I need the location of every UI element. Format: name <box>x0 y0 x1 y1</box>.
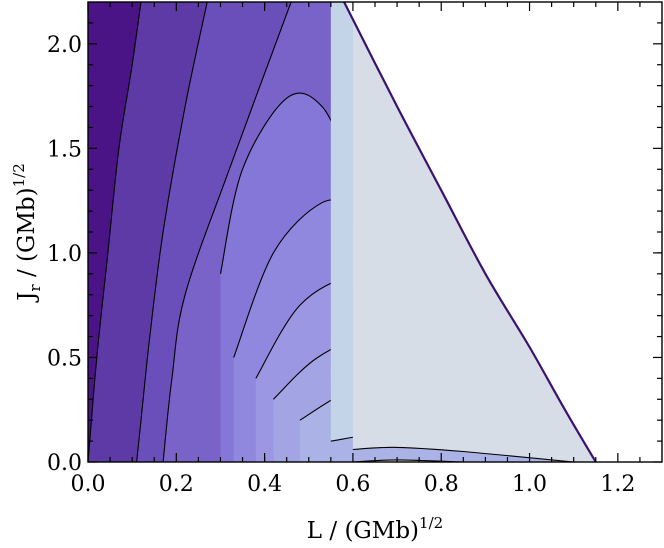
contour-line-2 <box>136 2 208 462</box>
contour-line-1 <box>88 2 142 462</box>
x-tick-label: 0.6 <box>335 472 370 497</box>
x-tick-label: 1.2 <box>600 472 635 497</box>
y-tick-label: 1.0 <box>47 242 82 267</box>
boundary-line <box>343 2 597 462</box>
y-tick-label: 1.5 <box>47 137 82 162</box>
contour-line-3 <box>162 2 292 462</box>
y-tick-label: 0.5 <box>47 346 82 371</box>
contour-line-11 <box>352 446 574 462</box>
plot-area <box>88 2 597 462</box>
plot-frame <box>87 1 663 463</box>
y-tick-labels: 0.0 0.5 1.0 1.5 2.0 <box>47 33 82 476</box>
x-axis-label: L / (GMb)1/2 <box>307 514 443 544</box>
y-axis-label: Jr / (GMb)1/2 <box>10 163 44 303</box>
x-tick-label: 0.8 <box>424 472 459 497</box>
x-tick-labels: 0.0 0.2 0.4 0.6 0.8 1.0 1.2 <box>71 472 636 497</box>
contour-band-11 <box>352 2 596 462</box>
y-tick-label: 2.0 <box>47 33 82 58</box>
x-tick-label: 0.4 <box>247 472 282 497</box>
x-tick-label: 0.2 <box>159 472 194 497</box>
x-tick-label: 1.0 <box>512 472 547 497</box>
axis-ticks <box>87 2 662 463</box>
y-tick-label: 0.0 <box>47 451 82 476</box>
x-tick-label: 0.0 <box>71 472 106 497</box>
